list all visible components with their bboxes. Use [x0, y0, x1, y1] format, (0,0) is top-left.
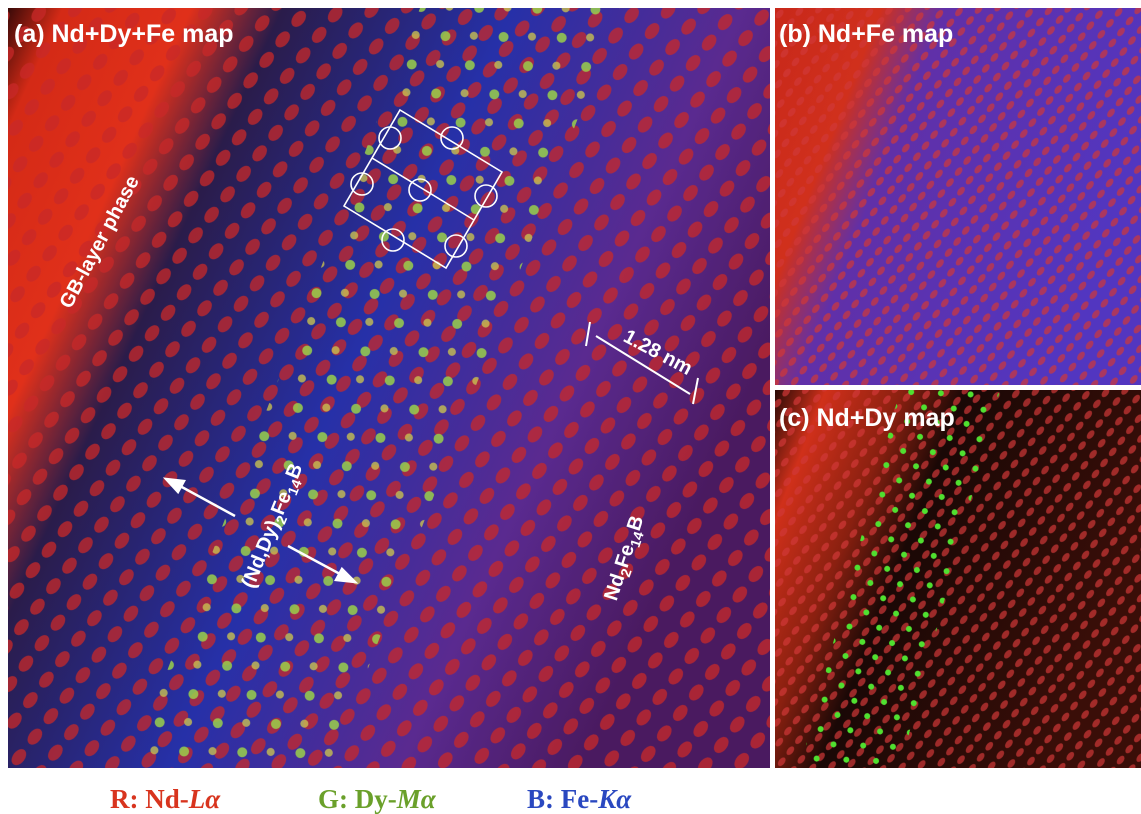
legend-symbol: Kα [597, 784, 632, 814]
body: (a) Nd+Dy+Fe map (b) Nd+Fe map (c) Nd+Dy… [0, 0, 1141, 814]
legend-prefix: B: Fe- [527, 784, 598, 814]
panel-label: (a) Nd+Dy+Fe map [14, 20, 234, 48]
legend-entry: B: Fe-Kα [527, 784, 632, 814]
panel-c-image [775, 390, 1141, 768]
panel-b-lattice [775, 8, 1141, 385]
panel-label: (b) Nd+Fe map [779, 20, 953, 48]
panel-a-image [8, 8, 770, 768]
legend-prefix: R: Nd- [110, 784, 189, 814]
legend-symbol: Mα [396, 784, 437, 814]
figure: (a) Nd+Dy+Fe map (b) Nd+Fe map (c) Nd+Dy… [0, 0, 1141, 814]
legend-entry: R: Nd-Lα [110, 784, 221, 814]
page: Nd Dy Fe elemental maps {"panels": [ {"l… [0, 0, 1141, 814]
legend-prefix: G: Dy- [318, 784, 397, 814]
legend-entry: G: Dy-Mα [318, 784, 437, 814]
legend-symbol: Lα [188, 784, 221, 814]
panel-b-image [775, 8, 1141, 385]
panel-label: (c) Nd+Dy map [779, 404, 955, 432]
